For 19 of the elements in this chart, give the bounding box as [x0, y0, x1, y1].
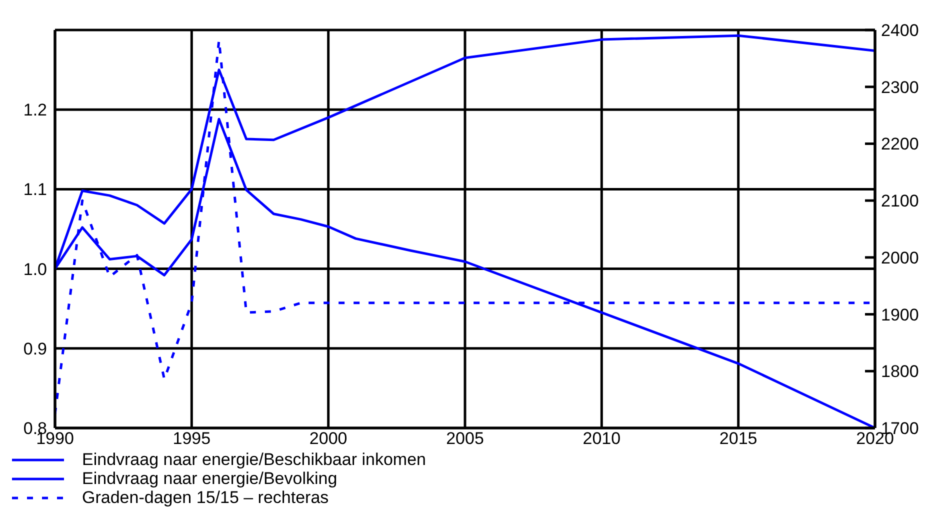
x-tick-label: 1995	[172, 429, 211, 448]
y2-tick-label: 1900	[881, 305, 919, 324]
y2-tick-label: 1800	[881, 362, 919, 382]
y-tick-label: 1.0	[23, 260, 47, 279]
y-tick-label: 1.2	[23, 100, 47, 120]
legend-label: Graden-dagen 15/15 – rechteras	[82, 488, 329, 508]
y2-tick-label: 2400	[881, 21, 919, 40]
y2-tick-label: 2100	[881, 192, 919, 211]
x-tick-label: 2010	[582, 429, 621, 448]
y2-tick-label: 2000	[881, 248, 919, 268]
x-tick-label: 2000	[309, 429, 348, 448]
y2-tick-label: 2200	[881, 134, 919, 154]
y2-tick-label: 2300	[881, 78, 919, 97]
legend-label: Eindvraag naar energie/Bevolking	[82, 468, 338, 488]
legend-label: Eindvraag naar energie/Beschikbaar inkomen	[82, 450, 426, 470]
x-tick-label: 2005	[446, 429, 484, 448]
x-tick-label: 2015	[719, 429, 758, 448]
y-tick-label: 1.1	[23, 180, 47, 200]
y-tick-label: 0.9	[23, 339, 47, 358]
